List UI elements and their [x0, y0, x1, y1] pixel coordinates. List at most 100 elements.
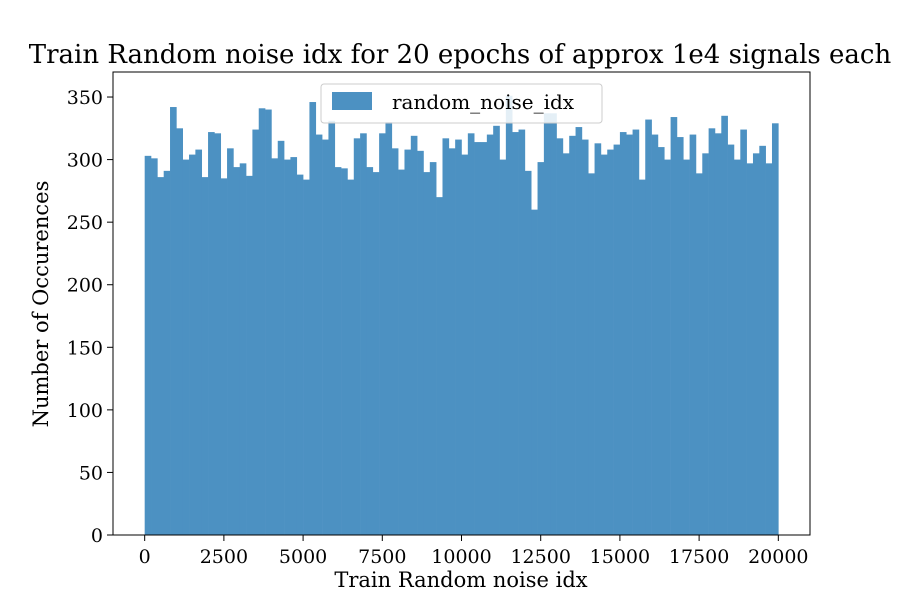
histogram-bar	[201, 177, 209, 535]
histogram-bar	[353, 138, 361, 535]
legend-box	[320, 83, 603, 124]
x-tick-label: 2500	[200, 546, 248, 568]
histogram-bar	[740, 129, 747, 535]
histogram-bar	[220, 178, 228, 535]
chart-title: Train Random noise idx for 20 epochs of …	[29, 40, 892, 70]
histogram-bar	[752, 153, 760, 536]
histogram-bar	[524, 170, 532, 535]
histogram-bar	[372, 172, 380, 536]
histogram-bar	[189, 154, 196, 536]
histogram-bar	[258, 108, 266, 536]
histogram-bar	[265, 109, 272, 536]
x-axis-label: Train Random noise idx	[334, 568, 587, 592]
histogram-bar	[562, 153, 570, 536]
histogram-bar	[626, 134, 633, 535]
histogram-bar	[246, 175, 253, 535]
histogram-bar	[436, 197, 443, 535]
histogram-bar	[309, 102, 317, 535]
y-tick-label: 250	[67, 212, 103, 234]
histogram-bar	[214, 133, 222, 535]
histogram-bar	[765, 163, 773, 536]
histogram-bar	[645, 119, 652, 535]
histogram-bar	[398, 169, 405, 535]
y-tick-label: 100	[67, 400, 103, 422]
y-tick-label: 0	[91, 525, 103, 547]
histogram-bar	[505, 95, 513, 536]
histogram-bar	[480, 142, 488, 535]
x-tick-label: 10000	[431, 546, 491, 568]
histogram-bar	[379, 133, 386, 535]
histogram-bar	[322, 139, 329, 535]
histogram-bar	[600, 154, 608, 536]
histogram-bar	[569, 135, 576, 536]
histogram-bar	[360, 133, 367, 535]
histogram-bar	[195, 149, 203, 535]
histogram-bar	[733, 159, 741, 535]
y-tick-label: 50	[79, 462, 103, 484]
y-tick-label: 350	[67, 87, 103, 109]
histogram-bar	[284, 159, 291, 535]
histogram-bar	[702, 153, 709, 536]
histogram-bar	[550, 113, 557, 536]
histogram-bar	[163, 170, 171, 535]
histogram-bar	[746, 163, 754, 536]
plot-frame	[112, 71, 811, 536]
legend: random_noise_idx	[320, 83, 603, 124]
y-tick-label: 200	[67, 275, 103, 297]
histogram-bar	[233, 167, 241, 535]
histogram-bar	[499, 159, 507, 535]
histogram-bar	[239, 163, 247, 536]
x-tick-label: 20000	[748, 546, 808, 568]
histogram-bar	[315, 134, 323, 535]
histogram-bar	[727, 144, 735, 536]
histogram-bar	[695, 173, 703, 535]
histogram-bar	[575, 127, 583, 536]
x-tick-label: 17500	[669, 546, 729, 568]
x-tick-label: 5000	[279, 546, 327, 568]
y-axis-label: Number of Occurences	[29, 181, 53, 428]
histogram-bar	[271, 158, 279, 535]
histogram-bar	[347, 179, 355, 535]
histogram-bar	[721, 115, 728, 535]
histogram-bar	[689, 134, 697, 535]
histogram-bar	[417, 150, 424, 535]
histogram-bar	[486, 134, 494, 535]
histogram-bar	[341, 168, 348, 535]
x-axis-ticks: 0 2500 5000 7500 10000 12500 15000 17500 20000	[139, 535, 809, 568]
histogram-bar	[391, 148, 399, 535]
histogram-bar	[594, 143, 602, 535]
y-tick-label: 300	[67, 150, 103, 172]
histogram-bar	[151, 158, 158, 535]
histogram-bar	[296, 174, 304, 535]
histogram-bar	[512, 132, 519, 535]
histogram-bar	[404, 149, 412, 535]
histogram-bar	[467, 133, 475, 535]
bars-group	[144, 95, 779, 536]
histogram-bar	[581, 139, 589, 535]
histogram-bar	[556, 138, 564, 535]
histogram-bar	[619, 132, 627, 535]
x-tick-label: 12500	[510, 546, 570, 568]
histogram-bar	[588, 173, 595, 535]
histogram-bar	[759, 145, 766, 536]
histogram-bar	[423, 172, 431, 536]
histogram-bar	[366, 167, 374, 535]
histogram-bar	[328, 120, 336, 535]
histogram-bar	[461, 154, 469, 536]
histogram-bar	[537, 162, 545, 535]
x-tick-label: 0	[139, 546, 151, 568]
histogram-bar	[683, 159, 690, 535]
histogram-bar	[334, 167, 342, 535]
x-tick-label: 15000	[590, 546, 650, 568]
histogram-bar	[664, 159, 671, 535]
legend-swatch	[332, 92, 372, 110]
histogram-bar	[676, 137, 684, 536]
histogram-bar	[607, 149, 614, 535]
histogram-bar	[638, 179, 646, 535]
histogram-bar	[182, 159, 190, 535]
histogram-bar	[385, 122, 393, 536]
histogram-bar	[518, 129, 526, 535]
histogram-bar	[429, 162, 437, 535]
histogram-bar	[651, 134, 659, 535]
histogram-bar	[708, 128, 716, 536]
